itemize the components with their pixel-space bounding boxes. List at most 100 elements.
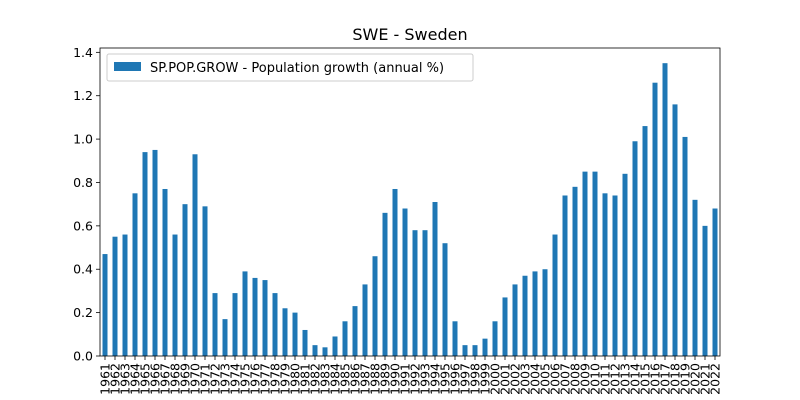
bar-1969 (182, 204, 188, 356)
x-tick-label: 2005 (538, 363, 553, 395)
bar-2009 (582, 171, 588, 356)
plot-frame (99, 47, 721, 357)
bar-series (102, 63, 718, 357)
bar-2011 (602, 193, 608, 356)
x-tick-label: 1998 (468, 363, 483, 395)
bar-2003 (522, 275, 528, 356)
chart-title: SWE - Sweden (352, 25, 467, 44)
bar-2000 (492, 321, 498, 356)
x-tick-label: 2008 (568, 363, 583, 395)
x-tick-label: 1968 (168, 363, 183, 395)
x-tick-label: 1961 (98, 363, 113, 395)
bar-1996 (452, 321, 458, 356)
x-tick-label: 2000 (488, 363, 503, 395)
x-tick-label: 1995 (438, 363, 453, 395)
bar-2004 (532, 271, 538, 356)
bar-1966 (152, 149, 158, 356)
x-tick-label: 1974 (228, 363, 243, 395)
x-tick-label: 1993 (418, 363, 433, 395)
x-tick-label: 1967 (158, 363, 173, 395)
x-tick-label: 1986 (348, 363, 363, 395)
y-tick-label: 1.2 (73, 88, 93, 103)
x-tick-label: 1994 (428, 363, 443, 395)
bar-2008 (572, 186, 578, 356)
x-tick-label: 1992 (408, 363, 423, 395)
bar-2022 (712, 208, 718, 356)
x-tick-label: 1972 (208, 363, 223, 395)
x-tick-label: 1982 (308, 363, 323, 395)
y-tick-label: 0.2 (73, 305, 93, 320)
bar-1983 (322, 347, 328, 356)
x-tick-label: 1969 (178, 363, 193, 395)
x-tick-label: 2003 (518, 363, 533, 395)
x-tick-label: 2001 (498, 363, 513, 395)
x-tick-label: 1964 (128, 363, 143, 395)
bar-2020 (692, 199, 698, 356)
x-tick-label: 1963 (118, 363, 133, 395)
x-axis: 1961196219631964196519661967196819691970… (98, 356, 723, 395)
y-tick-label: 0.4 (73, 262, 93, 277)
bar-1970 (192, 154, 198, 356)
bar-1999 (482, 338, 488, 356)
y-tick-label: 1.4 (73, 45, 93, 60)
x-tick-label: 1975 (238, 363, 253, 395)
bar-1992 (412, 230, 418, 356)
bar-1974 (232, 293, 238, 356)
bar-1973 (222, 319, 228, 356)
x-tick-label: 2002 (508, 363, 523, 395)
bar-2014 (632, 141, 638, 356)
legend-label: SP.POP.GROW - Population growth (annual … (150, 61, 444, 76)
bar-1975 (242, 271, 248, 356)
bar-1971 (202, 206, 208, 356)
bar-2010 (592, 171, 598, 356)
x-tick-label: 2019 (678, 363, 693, 395)
x-tick-label: 1979 (278, 363, 293, 395)
bar-2001 (502, 297, 508, 356)
x-tick-label: 2014 (628, 363, 643, 395)
x-tick-label: 1987 (358, 363, 373, 395)
bar-1980 (292, 312, 298, 356)
x-tick-label: 1991 (398, 363, 413, 395)
x-tick-label: 1989 (378, 363, 393, 395)
x-tick-label: 2009 (578, 363, 593, 395)
bar-1979 (282, 308, 288, 356)
x-tick-label: 2016 (648, 363, 663, 395)
x-tick-label: 2004 (528, 363, 543, 395)
bar-1985 (342, 321, 348, 356)
bar-1961 (102, 254, 108, 356)
bar-1987 (362, 284, 368, 356)
y-tick-label: 0.8 (73, 175, 93, 190)
bar-1989 (382, 212, 388, 356)
x-tick-label: 1970 (188, 363, 203, 395)
bar-2015 (642, 126, 648, 356)
x-tick-label: 2015 (638, 363, 653, 395)
x-tick-label: 2020 (688, 363, 703, 395)
bar-1993 (422, 230, 428, 356)
x-tick-label: 2007 (558, 363, 573, 395)
x-tick-label: 2022 (708, 363, 723, 395)
legend-swatch (114, 62, 141, 71)
bar-2013 (622, 173, 628, 356)
y-tick-label: 1.0 (73, 132, 93, 147)
y-tick-label: 0.0 (73, 349, 93, 364)
legend: SP.POP.GROW - Population growth (annual … (106, 53, 474, 82)
bar-1990 (392, 188, 398, 356)
x-tick-label: 2010 (588, 363, 603, 395)
bar-1997 (462, 345, 468, 356)
bar-2012 (612, 195, 618, 356)
x-tick-label: 1980 (288, 363, 303, 395)
x-tick-label: 1976 (248, 363, 263, 395)
bar-1967 (162, 188, 168, 356)
x-tick-label: 1997 (458, 363, 473, 395)
bar-1994 (432, 202, 438, 356)
bar-2007 (562, 195, 568, 356)
y-tick-label: 0.6 (73, 218, 93, 233)
bar-2006 (552, 234, 558, 356)
bar-1968 (172, 234, 178, 356)
x-tick-label: 1996 (448, 363, 463, 395)
x-tick-label: 1971 (198, 363, 213, 395)
x-tick-label: 2018 (668, 363, 683, 395)
x-tick-label: 2011 (598, 363, 613, 395)
x-tick-label: 2012 (608, 363, 623, 395)
